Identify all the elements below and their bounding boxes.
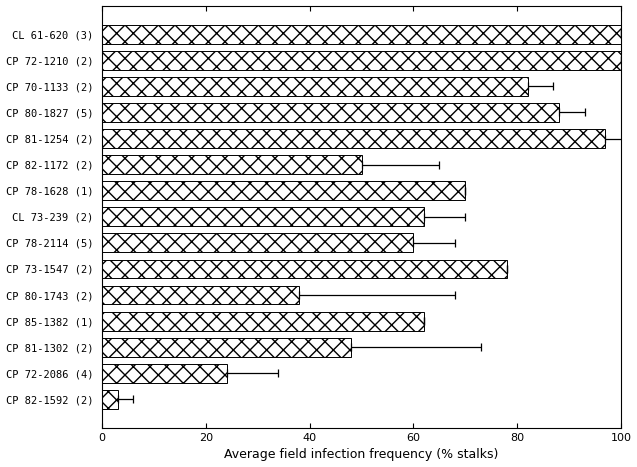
Bar xyxy=(102,260,507,278)
Bar xyxy=(102,129,605,148)
Bar xyxy=(102,181,465,200)
Bar xyxy=(102,51,621,70)
Bar xyxy=(102,25,621,43)
Bar xyxy=(102,155,362,174)
Bar xyxy=(102,103,559,122)
Bar xyxy=(102,286,299,304)
Bar xyxy=(102,338,351,357)
Bar xyxy=(102,207,424,226)
Bar xyxy=(102,364,227,383)
Bar xyxy=(102,234,413,252)
X-axis label: Average field infection frequency (% stalks): Average field infection frequency (% sta… xyxy=(224,448,499,461)
Bar xyxy=(102,390,118,409)
Bar xyxy=(102,312,424,331)
Bar xyxy=(102,77,527,96)
